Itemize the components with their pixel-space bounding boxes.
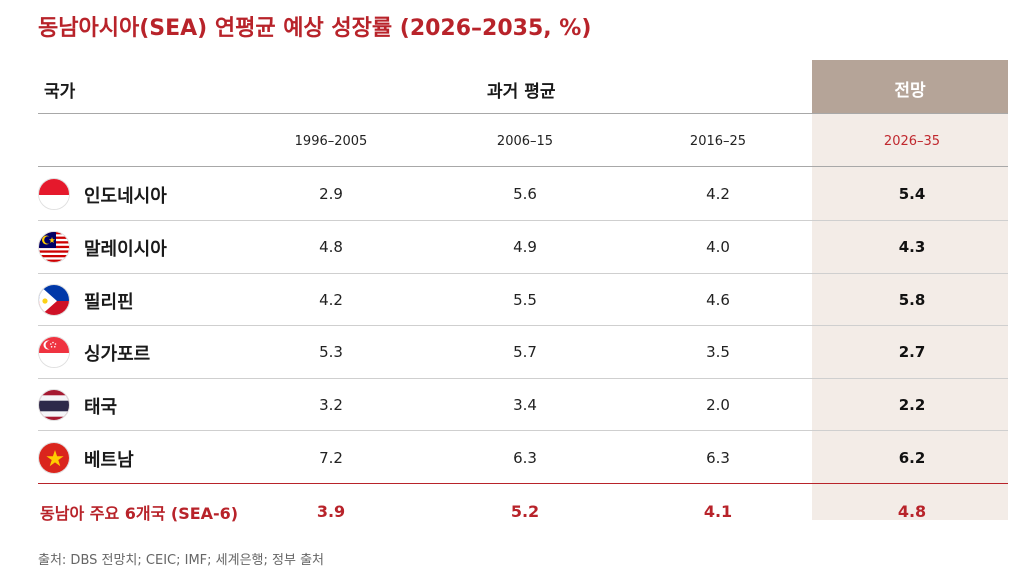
value-1996-2005: 2.9 [319,185,343,203]
header-forecast: 전망 [894,81,926,101]
value-2026-35: 5.4 [898,185,926,203]
table-row-philippines: 필리핀 4.2 5.5 4.6 5.8 [0,274,1024,326]
period-2016-25: 2016–25 [689,134,747,149]
table-row-malaysia: 말레이시아 4.8 4.9 4.0 4.3 [0,221,1024,273]
period-divider [38,166,1008,167]
header-country: 국가 [44,82,76,102]
country-name: 태국 [84,397,118,418]
country-name: 필리핀 [84,292,134,313]
singapore-flag-icon [38,336,70,368]
table-row-indonesia: 인도네시아 2.9 5.6 4.2 5.4 [0,168,1024,220]
value-1996-2005: 3.2 [319,396,343,414]
value-2006-15: 5.5 [513,291,537,309]
period-2006-15: 2006–15 [496,134,554,149]
value-1996-2005: 4.8 [319,238,343,256]
value-2016-25: 3.5 [706,343,730,361]
value-2006-15: 3.4 [513,396,537,414]
value-2026-35: 2.2 [898,396,926,414]
value-2026-35: 4.3 [898,238,926,256]
forecast-header-background [812,60,1008,113]
value-2006-15: 6.3 [513,449,537,467]
value-2016-25: 4.6 [706,291,730,309]
value-1996-2005: 4.2 [319,291,343,309]
value-2016-25: 4.0 [706,238,730,256]
aggregate-value-2016-25: 4.1 [703,502,733,521]
country-name: 싱가포르 [84,344,151,365]
aggregate-name: 동남아 주요 6개국 (SEA-6) [40,504,239,523]
row-divider [38,378,1008,379]
table-row-thailand: 태국 3.2 3.4 2.0 2.2 [0,379,1024,431]
header-past-average: 과거 평균 [487,82,556,102]
thailand-flag-icon [38,389,70,421]
country-name: 인도네시아 [84,186,167,207]
value-2026-35: 2.7 [898,343,926,361]
value-2016-25: 4.2 [706,185,730,203]
row-divider [38,325,1008,326]
indonesia-flag-icon [38,178,70,210]
value-1996-2005: 5.3 [319,343,343,361]
malaysia-flag-icon [38,231,70,263]
period-1996-2005: 1996–2005 [294,134,368,149]
value-2026-35: 5.8 [898,291,926,309]
row-divider [38,220,1008,221]
country-name: 말레이시아 [84,239,167,260]
value-2016-25: 2.0 [706,396,730,414]
vietnam-flag-icon [38,442,70,474]
aggregate-value-1996-2005: 3.9 [316,502,346,521]
aggregate-value-2026-35: 4.8 [897,502,927,521]
value-2016-25: 6.3 [706,449,730,467]
header-divider [38,113,1008,114]
aggregate-value-2006-15: 5.2 [510,502,540,521]
table-row-aggregate: 동남아 주요 6개국 (SEA-6) 3.9 5.2 4.1 4.8 [0,485,1024,535]
value-2006-15: 5.7 [513,343,537,361]
source-note: 출처: DBS 전망치; CEIC; IMF; 세계은행; 정부 출처 [38,553,324,568]
period-2026-35: 2026–35 [883,134,941,149]
forecast-column-background [812,60,1008,520]
aggregate-divider [38,483,1008,484]
page-title: 동남아시아(SEA) 연평균 예상 성장률 (2026–2035, %) [38,16,592,41]
value-2006-15: 5.6 [513,185,537,203]
row-divider [38,273,1008,274]
row-divider [38,430,1008,431]
table-row-singapore: 싱가포르 5.3 5.7 3.5 2.7 [0,326,1024,378]
value-1996-2005: 7.2 [319,449,343,467]
country-name: 베트남 [84,450,134,471]
value-2006-15: 4.9 [513,238,537,256]
value-2026-35: 6.2 [898,449,926,467]
table-row-vietnam: 베트남 7.2 6.3 6.3 6.2 [0,432,1024,484]
philippines-flag-icon [38,284,70,316]
